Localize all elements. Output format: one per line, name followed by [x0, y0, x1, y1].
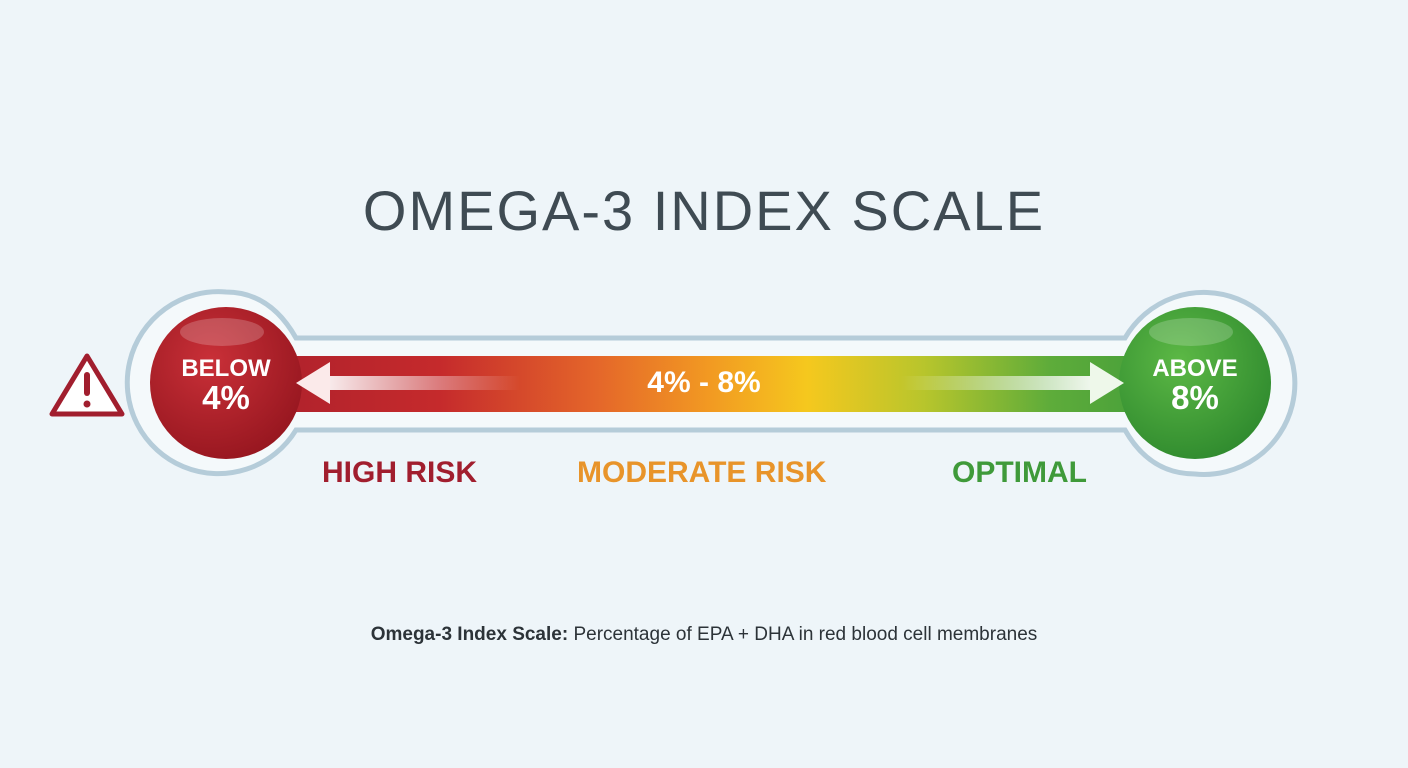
caption-bold: Omega-3 Index Scale:	[370, 624, 569, 645]
caption-text: Percentage of EPA + DHA in red blood cel…	[573, 624, 1038, 645]
below-4-label: BELOW 4%	[166, 356, 286, 416]
moderate-risk-label: MODERATE RISK	[577, 456, 827, 489]
above-value: 8%	[1171, 379, 1219, 417]
page-title: OMEGA-3 INDEX SCALE	[362, 179, 1046, 242]
below-4-ball	[150, 307, 302, 459]
middle-range-label: 4% - 8%	[647, 366, 761, 399]
caption: Omega-3 Index Scale: Percentage of EPA +…	[0, 624, 1408, 646]
warning-triangle-icon	[49, 353, 125, 417]
optimal-label: OPTIMAL	[952, 456, 1087, 489]
above-8-ball	[1119, 307, 1271, 459]
arrow-left-icon	[296, 362, 520, 404]
arrow-right-icon	[900, 362, 1124, 404]
above-text: ABOVE	[1152, 355, 1238, 382]
below-text: BELOW	[181, 355, 271, 382]
above-8-label: ABOVE 8%	[1135, 356, 1255, 416]
below-value: 4%	[202, 379, 250, 417]
high-risk-label: HIGH RISK	[322, 456, 478, 489]
